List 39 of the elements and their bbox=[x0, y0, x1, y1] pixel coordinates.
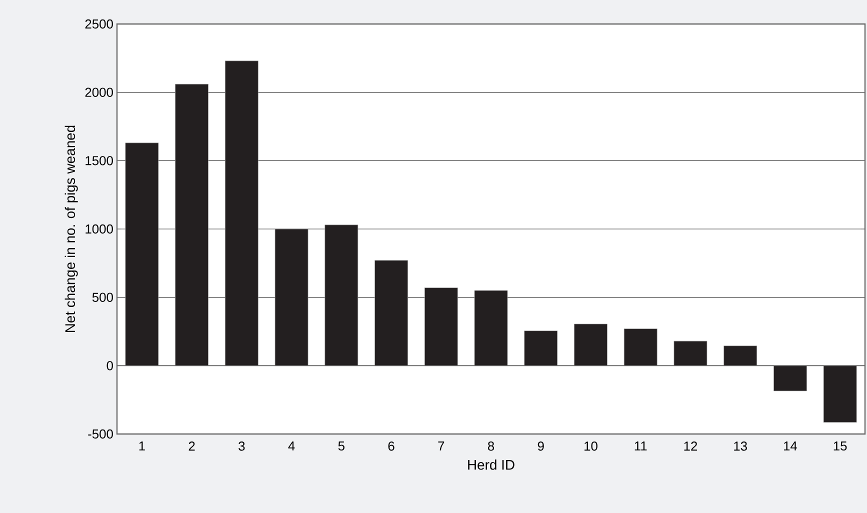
x-tick-label: 7 bbox=[438, 442, 444, 450]
x-tick-label: 1 bbox=[139, 442, 145, 450]
bar bbox=[674, 340, 708, 366]
y-tick-label: 0 bbox=[106, 361, 113, 370]
x-tick-label: 3 bbox=[238, 442, 245, 451]
bar bbox=[374, 260, 408, 366]
x-tick-label: 14 bbox=[784, 442, 798, 450]
bar bbox=[724, 346, 758, 366]
x-tick-label: 15 bbox=[834, 442, 847, 451]
x-tick-label: 13 bbox=[734, 442, 747, 451]
bar bbox=[774, 365, 807, 392]
bar bbox=[474, 290, 508, 366]
bar bbox=[324, 224, 358, 366]
x-tick-label: 4 bbox=[288, 442, 295, 450]
bar bbox=[524, 330, 558, 366]
x-tick-label: 2 bbox=[188, 442, 195, 451]
bar bbox=[424, 288, 458, 366]
x-axis-title: Herd ID bbox=[468, 460, 514, 470]
y-tick-label: 1000 bbox=[86, 224, 113, 234]
x-tick-label: 11 bbox=[634, 442, 647, 450]
y-tick-label: 500 bbox=[92, 292, 113, 302]
bar bbox=[574, 324, 608, 366]
y-axis-title: Net change in no. of pigs weaned bbox=[64, 126, 78, 332]
bar bbox=[224, 60, 258, 366]
y-tick-label: 1500 bbox=[86, 156, 113, 166]
x-tick-label: 8 bbox=[488, 442, 494, 451]
x-tick-label: 9 bbox=[538, 442, 544, 451]
y-tick-label: -500 bbox=[88, 429, 113, 439]
x-tick-label: 6 bbox=[388, 442, 394, 451]
x-tick-label: 10 bbox=[584, 442, 598, 451]
x-tick-label: 12 bbox=[684, 442, 698, 451]
bar bbox=[125, 142, 159, 366]
bar bbox=[624, 328, 658, 366]
y-tick-label: 2500 bbox=[85, 19, 113, 29]
bar bbox=[823, 365, 857, 423]
y-tick-label: 2000 bbox=[85, 88, 113, 97]
bar bbox=[175, 84, 208, 366]
x-tick-label: 5 bbox=[338, 442, 344, 451]
bar bbox=[274, 228, 308, 366]
